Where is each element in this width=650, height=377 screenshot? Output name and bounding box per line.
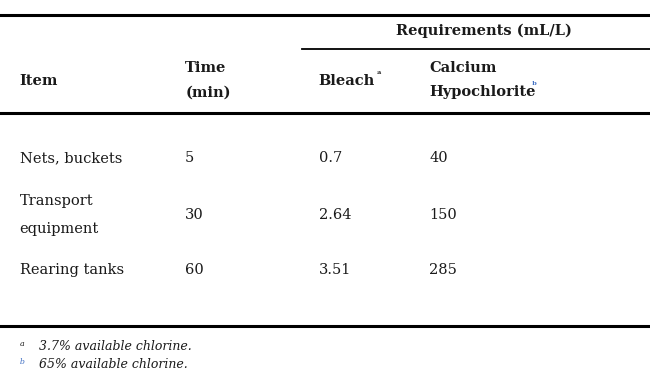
Text: 0.7: 0.7 (318, 151, 342, 166)
Text: Bleach: Bleach (318, 74, 375, 88)
Text: Item: Item (20, 74, 58, 88)
Text: Time: Time (185, 61, 227, 75)
Text: Rearing tanks: Rearing tanks (20, 262, 124, 277)
Text: Requirements (mL/L): Requirements (mL/L) (396, 24, 572, 38)
Text: 65% available chlorine.: 65% available chlorine. (39, 359, 188, 371)
Text: ᵃ: ᵃ (20, 340, 24, 352)
Text: ᵇ: ᵇ (20, 359, 25, 371)
Text: (min): (min) (185, 85, 231, 100)
Text: 285: 285 (429, 262, 457, 277)
Text: 150: 150 (429, 208, 457, 222)
Text: 40: 40 (429, 151, 448, 166)
Text: 3.7% available chlorine.: 3.7% available chlorine. (39, 340, 192, 352)
Text: 30: 30 (185, 208, 204, 222)
Text: Nets, buckets: Nets, buckets (20, 151, 122, 166)
Text: 2.64: 2.64 (318, 208, 351, 222)
Text: ᵇ: ᵇ (532, 81, 537, 90)
Text: 5: 5 (185, 151, 194, 166)
Text: Calcium: Calcium (429, 61, 497, 75)
Text: 3.51: 3.51 (318, 262, 351, 277)
Text: 60: 60 (185, 262, 204, 277)
Text: equipment: equipment (20, 222, 99, 236)
Text: Hypochlorite: Hypochlorite (429, 85, 536, 100)
Text: Transport: Transport (20, 193, 93, 208)
Text: ᵃ: ᵃ (377, 70, 382, 79)
